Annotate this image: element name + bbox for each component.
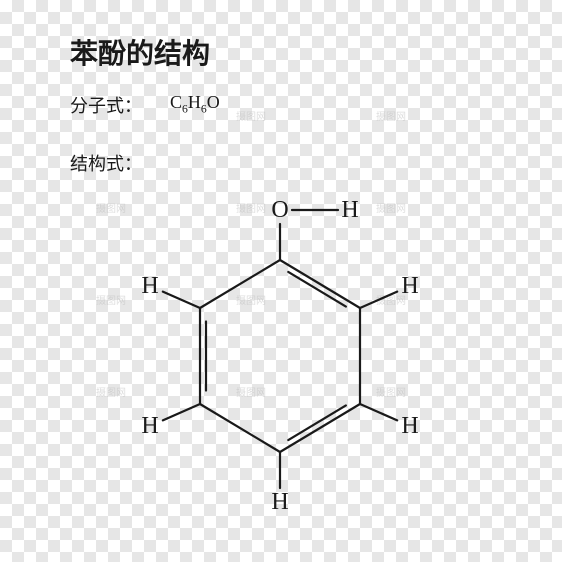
svg-text:H: H <box>271 489 288 515</box>
svg-text:H: H <box>141 273 158 299</box>
phenol-structure-diagram: O H H H H H H <box>60 180 480 560</box>
svg-text:H: H <box>401 273 418 299</box>
molecular-formula: C6H6O <box>170 92 220 116</box>
canvas: { "background": { "checker_light": "#fff… <box>0 0 562 562</box>
svg-text:H: H <box>341 197 358 223</box>
formula-label: 分子式： <box>70 92 142 118</box>
structure-label: 结构式： <box>70 150 142 176</box>
svg-text:H: H <box>401 413 418 439</box>
svg-text:O: O <box>271 197 288 223</box>
page-title: 苯酚的结构 <box>70 32 210 72</box>
svg-text:H: H <box>141 413 158 439</box>
